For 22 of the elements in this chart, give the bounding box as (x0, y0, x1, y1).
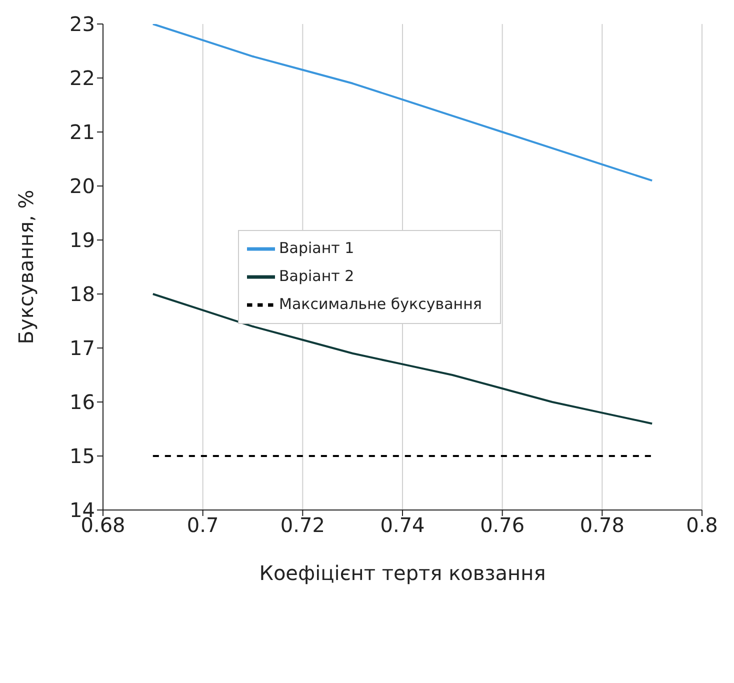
line-series (152, 293, 654, 425)
y-tick-label: 17 (70, 336, 95, 360)
y-tick-label: 19 (70, 228, 95, 252)
legend-label: Максимальне буксування (279, 295, 482, 314)
x-tick-label: 0.7 (186, 513, 219, 538)
legend-label: Варіант 1 (279, 239, 354, 258)
y-tick-label: 21 (70, 120, 95, 144)
y-tick-label: 15 (70, 444, 95, 468)
x-tick-label: 0.78 (580, 513, 624, 538)
legend-label: Варіант 2 (279, 267, 354, 286)
y-tick-label: 18 (70, 282, 95, 306)
y-axis-title: Буксування, % (14, 190, 38, 344)
x-tick-label: 0.72 (280, 513, 325, 538)
y-tick-label: 20 (70, 174, 95, 198)
y-tick-label: 22 (70, 66, 95, 90)
x-tick-label: 0.74 (380, 513, 425, 538)
line-series (152, 24, 654, 182)
x-tick-label: 0.8 (686, 513, 718, 538)
y-tick-label: 16 (70, 390, 95, 414)
x-axis-title: Коефіцієнт тертя ковзання (259, 561, 546, 585)
y-tick-label: 23 (70, 12, 95, 36)
x-tick-label: 0.76 (480, 513, 525, 538)
